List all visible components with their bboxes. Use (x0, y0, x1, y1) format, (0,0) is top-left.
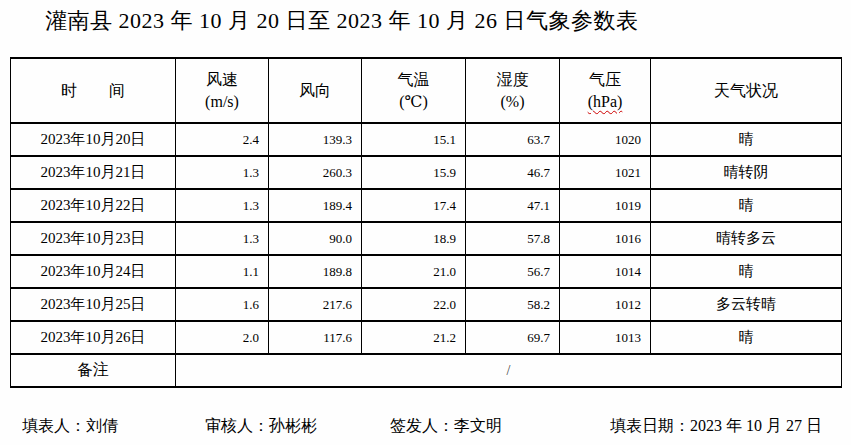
wind-speed-cell: 1.1 (176, 255, 269, 288)
header-cell-wind-direction: 风向 (269, 58, 362, 123)
weather-cell: 晴 (651, 321, 842, 354)
wind-speed-cell: 2.0 (176, 321, 269, 354)
pressure-cell: 1012 (560, 288, 651, 321)
header-label: 风向 (299, 82, 331, 99)
header-label: 时 间 (61, 82, 125, 99)
header-cell-weather: 天气状况 (651, 58, 842, 123)
wind-speed-cell: 2.4 (176, 123, 269, 156)
pressure-cell: 1021 (560, 156, 651, 189)
signature-footer: 填表人：刘倩 审核人：孙彬彬 签发人：李文明 填表日期：2023 年 10 月 … (0, 412, 851, 440)
wind-direction-cell: 117.6 (269, 321, 362, 354)
date-cell: 2023年10月22日 (11, 189, 176, 222)
page-title: 灌南县 2023 年 10 月 20 日至 2023 年 10 月 26 日气象… (45, 6, 639, 36)
temperature-cell: 15.1 (362, 123, 466, 156)
table-row: 2023年10月25日 1.6 217.6 22.0 58.2 1012 多云转… (11, 288, 842, 321)
wind-speed-cell: 1.3 (176, 222, 269, 255)
wind-direction-cell: 189.8 (269, 255, 362, 288)
header-cell-time: 时 间 (11, 58, 176, 123)
weather-cell: 晴 (651, 189, 842, 222)
date-cell: 2023年10月23日 (11, 222, 176, 255)
header-label: 气温 (398, 71, 430, 88)
header-unit: (℃) (362, 91, 465, 113)
header-label: 气压 (589, 71, 621, 88)
remark-label: 备注 (11, 354, 176, 387)
weather-parameters-table: 时 间 风速 (m/s) 风向 气温 (℃) 湿度 (%) 气压 (hPa) (10, 57, 842, 388)
form-fill-date: 填表日期：2023 年 10 月 27 日 (610, 412, 822, 440)
humidity-cell: 46.7 (466, 156, 560, 189)
form-reviewer-name: 审核人：孙彬彬 (205, 412, 317, 440)
temperature-cell: 21.0 (362, 255, 466, 288)
temperature-cell: 17.4 (362, 189, 466, 222)
header-unit-spellcheck-underline: (hPa) (560, 91, 650, 113)
humidity-cell: 57.8 (466, 222, 560, 255)
table-row: 2023年10月21日 1.3 260.3 15.9 46.7 1021 晴转阴 (11, 156, 842, 189)
wind-direction-cell: 139.3 (269, 123, 362, 156)
date-cell: 2023年10月24日 (11, 255, 176, 288)
table-header-row: 时 间 风速 (m/s) 风向 气温 (℃) 湿度 (%) 气压 (hPa) (11, 58, 842, 123)
wind-direction-cell: 217.6 (269, 288, 362, 321)
weather-cell: 晴 (651, 255, 842, 288)
temperature-cell: 18.9 (362, 222, 466, 255)
pressure-cell: 1019 (560, 189, 651, 222)
humidity-cell: 69.7 (466, 321, 560, 354)
humidity-cell: 63.7 (466, 123, 560, 156)
wind-direction-cell: 260.3 (269, 156, 362, 189)
temperature-cell: 15.9 (362, 156, 466, 189)
wind-speed-cell: 1.6 (176, 288, 269, 321)
table-row: 2023年10月23日 1.3 90.0 18.9 57.8 1016 晴转多云 (11, 222, 842, 255)
pressure-cell: 1020 (560, 123, 651, 156)
header-label: 湿度 (497, 71, 529, 88)
weather-cell: 晴转阴 (651, 156, 842, 189)
weather-cell: 晴转多云 (651, 222, 842, 255)
humidity-cell: 56.7 (466, 255, 560, 288)
wind-direction-cell: 189.4 (269, 189, 362, 222)
humidity-cell: 58.2 (466, 288, 560, 321)
temperature-cell: 21.2 (362, 321, 466, 354)
pressure-cell: 1014 (560, 255, 651, 288)
header-cell-humidity: 湿度 (%) (466, 58, 560, 123)
header-cell-pressure: 气压 (hPa) (560, 58, 651, 123)
header-label: 风速 (206, 71, 238, 88)
date-cell: 2023年10月26日 (11, 321, 176, 354)
header-cell-wind-speed: 风速 (m/s) (176, 58, 269, 123)
pressure-cell: 1016 (560, 222, 651, 255)
header-unit: (%) (466, 91, 559, 113)
date-cell: 2023年10月20日 (11, 123, 176, 156)
wind-speed-cell: 1.3 (176, 189, 269, 222)
remark-value: / (176, 354, 842, 387)
wind-direction-cell: 90.0 (269, 222, 362, 255)
temperature-cell: 22.0 (362, 288, 466, 321)
table-row: 2023年10月26日 2.0 117.6 21.2 69.7 1013 晴 (11, 321, 842, 354)
weather-cell: 晴 (651, 123, 842, 156)
header-cell-temperature: 气温 (℃) (362, 58, 466, 123)
table-row: 2023年10月22日 1.3 189.4 17.4 47.1 1019 晴 (11, 189, 842, 222)
table-row: 2023年10月24日 1.1 189.8 21.0 56.7 1014 晴 (11, 255, 842, 288)
date-cell: 2023年10月21日 (11, 156, 176, 189)
pressure-cell: 1013 (560, 321, 651, 354)
remark-row: 备注 / (11, 354, 842, 387)
form-issuer-name: 签发人：李文明 (390, 412, 502, 440)
form-filler-name: 填表人：刘倩 (22, 412, 118, 440)
table-row: 2023年10月20日 2.4 139.3 15.1 63.7 1020 晴 (11, 123, 842, 156)
header-unit: (m/s) (176, 91, 268, 113)
date-cell: 2023年10月25日 (11, 288, 176, 321)
humidity-cell: 47.1 (466, 189, 560, 222)
wind-speed-cell: 1.3 (176, 156, 269, 189)
weather-cell: 多云转晴 (651, 288, 842, 321)
header-label: 天气状况 (714, 82, 778, 99)
